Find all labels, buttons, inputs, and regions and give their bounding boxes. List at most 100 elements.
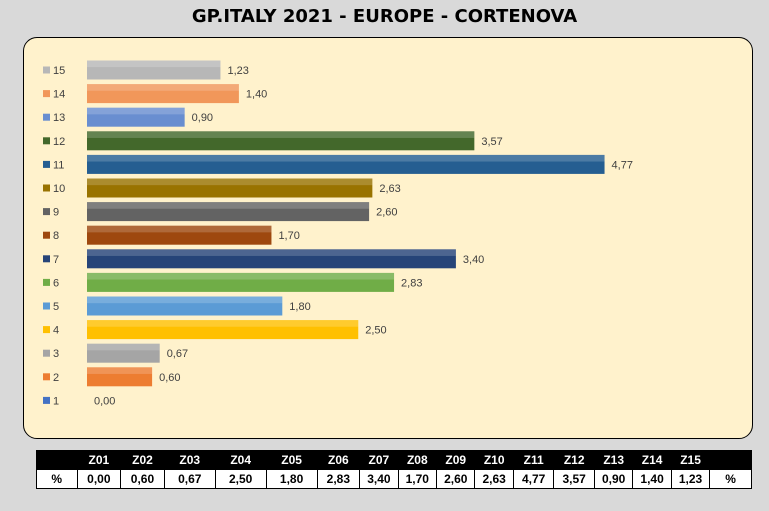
bar-highlight-13 — [87, 107, 185, 115]
bar-5 — [87, 296, 283, 316]
bar-12 — [87, 131, 475, 151]
table-header-cell: Z03 — [163, 450, 216, 470]
bar-6 — [87, 272, 395, 292]
table-cell: 2,60 — [436, 469, 476, 489]
data-table: Z01 Z02 Z03 Z04 Z05 Z06 Z07 Z08 Z09 Z10 Z11 Z12 Z13 Z… — [36, 450, 752, 489]
bar-8 — [87, 225, 272, 245]
legend-key-12 — [43, 137, 50, 145]
legend-label-15: 15 — [53, 65, 65, 77]
table-header-cell: Z13 — [593, 450, 634, 470]
table-cell: 1,80 — [265, 469, 318, 489]
table-header-cell — [36, 450, 78, 470]
data-label-11: 4,77 — [612, 159, 633, 171]
table-cell: 4,77 — [512, 469, 555, 489]
legend-key-3 — [43, 349, 50, 357]
bar-highlight-3 — [87, 343, 160, 351]
bar-highlight-2 — [87, 367, 153, 374]
data-label-4: 2,50 — [365, 325, 386, 337]
legend-label-3: 3 — [53, 348, 59, 360]
legend-key-13 — [43, 113, 50, 121]
table-cell: 3,40 — [359, 469, 399, 489]
legend-label-2: 2 — [53, 372, 59, 384]
legend-label-9: 9 — [53, 207, 59, 219]
table-cell: 1,70 — [397, 469, 438, 489]
table-cell: 1,40 — [632, 469, 672, 489]
table-header-cell: Z07 — [359, 450, 399, 470]
table-cell: % — [36, 469, 78, 489]
table-header-cell: Z12 — [553, 450, 595, 470]
bar-2 — [87, 367, 153, 387]
bar-highlight-15 — [87, 60, 221, 68]
bar-4 — [87, 320, 359, 340]
data-label-12: 3,57 — [481, 136, 502, 148]
bar-highlight-11 — [87, 154, 605, 162]
data-label-6: 2,83 — [401, 277, 422, 289]
table-header-row: Z01 Z02 Z03 Z04 Z05 Z06 Z07 Z08 Z09 Z10 Z11 Z12 Z13 Z… — [36, 450, 752, 470]
table-cell: % — [709, 469, 752, 489]
bar-highlight-12 — [87, 131, 475, 138]
legend-key-1 — [43, 396, 50, 404]
bar-highlight-10 — [87, 178, 373, 186]
table-header-cell: Z09 — [436, 450, 476, 470]
data-label-8: 1,70 — [278, 230, 299, 242]
bar-3 — [87, 343, 160, 363]
legend-key-11 — [43, 160, 50, 168]
data-label-13: 0,90 — [192, 112, 213, 124]
legend-key-6 — [43, 278, 50, 286]
data-label-14: 1,40 — [246, 89, 267, 101]
legend-key-5 — [43, 302, 50, 310]
data-label-2: 0,60 — [159, 372, 180, 384]
legend-label-4: 4 — [53, 325, 59, 337]
table-cell: 2,83 — [316, 469, 361, 489]
bar-highlight-9 — [87, 202, 370, 209]
bar-highlight-5 — [87, 296, 283, 304]
table-cell: 2,50 — [214, 469, 267, 489]
table-header-cell: Z06 — [316, 450, 361, 470]
data-label-7: 3,40 — [463, 254, 484, 266]
table-header-cell: Z14 — [632, 450, 672, 470]
table-header-cell: Z08 — [397, 450, 438, 470]
table-cell: 1,23 — [670, 469, 711, 489]
legend-key-9 — [43, 208, 50, 216]
legend-key-10 — [43, 184, 50, 192]
bar-15 — [87, 60, 221, 80]
table-header-cell: Z15 — [670, 450, 711, 470]
data-label-10: 2,63 — [379, 183, 400, 195]
legend-key-4 — [43, 326, 50, 334]
bar-9 — [87, 202, 370, 222]
table-cell: 0,90 — [593, 469, 634, 489]
data-label-1: 0,00 — [94, 395, 115, 407]
legend-label-6: 6 — [53, 277, 59, 289]
table-header-cell: Z04 — [214, 450, 267, 470]
table-header-cell: Z11 — [512, 450, 555, 470]
table-cell: 2,63 — [474, 469, 514, 489]
legend-label-11: 11 — [53, 159, 64, 171]
chart-title: GP.ITALY 2021 - EUROPE - CORTENOVA — [191, 6, 578, 27]
data-label-15: 1,23 — [227, 65, 248, 77]
bar-highlight-4 — [87, 320, 359, 327]
bar-highlight-8 — [87, 225, 272, 233]
table-header-cell: Z10 — [474, 450, 514, 470]
table-header-cell: Z05 — [265, 450, 318, 470]
bar-13 — [87, 107, 185, 127]
legend-key-2 — [43, 373, 50, 381]
legend-label-8: 8 — [53, 230, 59, 242]
bar-highlight-7 — [87, 249, 456, 256]
legend-label-14: 14 — [53, 89, 65, 101]
bar-7 — [87, 249, 456, 269]
table-cell: 0,67 — [163, 469, 216, 489]
legend-label-13: 13 — [53, 112, 65, 124]
table-header-cell: Z02 — [120, 450, 165, 470]
legend-key-7 — [43, 255, 50, 263]
legend-label-12: 12 — [53, 136, 65, 148]
bar-highlight-6 — [87, 272, 395, 280]
data-label-9: 2,60 — [376, 207, 397, 219]
bar-11 — [87, 154, 605, 174]
table-value-row: % 0,00 0,60 0,67 2,50 1,80 2,83 3,40 1,70 2,60 2,6… — [36, 469, 752, 489]
legend-label-7: 7 — [53, 254, 59, 266]
bar-10 — [87, 178, 373, 198]
table-cell: 3,57 — [553, 469, 595, 489]
table-header-cell — [709, 450, 752, 470]
legend-label-10: 10 — [53, 183, 65, 195]
